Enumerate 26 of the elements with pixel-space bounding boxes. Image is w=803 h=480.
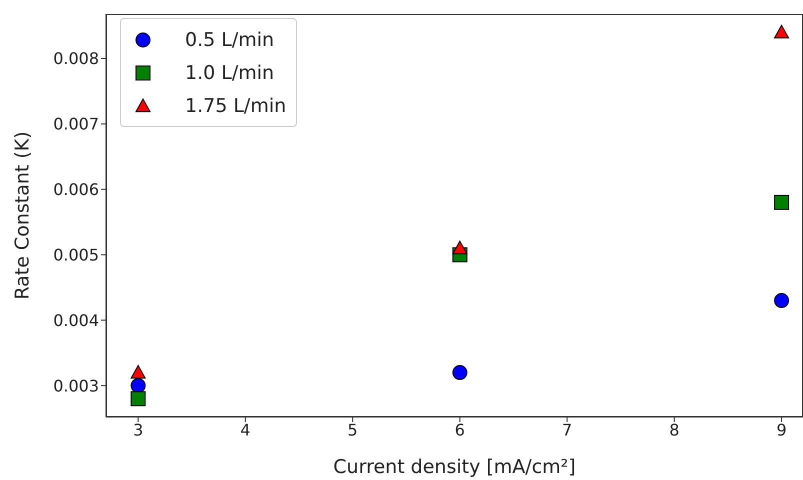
point <box>774 24 790 38</box>
x-tick-label: 3 <box>133 420 144 440</box>
x-tick-label: 7 <box>562 420 572 440</box>
point <box>452 240 468 254</box>
point <box>130 391 146 406</box>
legend-label: 1.0 L/min <box>185 62 274 84</box>
point <box>774 194 790 210</box>
point <box>774 293 790 308</box>
point <box>130 365 146 379</box>
y-tick-label: 0.004 <box>53 310 99 330</box>
y-tick-label: 0.005 <box>53 245 99 264</box>
y-tick-label: 0.008 <box>53 49 99 68</box>
x-tick-label: 4 <box>240 420 250 440</box>
y-tick-label: 0.003 <box>53 376 99 396</box>
y-tick-label: 0.006 <box>53 180 99 200</box>
y-tick-label: 0.007 <box>53 114 99 134</box>
y-axis-title: Rate Constant (K) <box>12 131 34 300</box>
legend-label: 1.75 L/min <box>185 94 286 116</box>
x-axis-title: Current density [mA/cm²] <box>333 456 576 478</box>
x-tick-label: 8 <box>669 420 680 440</box>
x-tick-label: 6 <box>454 420 465 440</box>
x-tick-label: 9 <box>776 420 787 440</box>
point <box>452 365 468 380</box>
point <box>130 378 146 394</box>
x-tick-label: 5 <box>348 420 358 440</box>
legend-label: 0.5 L/min <box>185 28 274 50</box>
